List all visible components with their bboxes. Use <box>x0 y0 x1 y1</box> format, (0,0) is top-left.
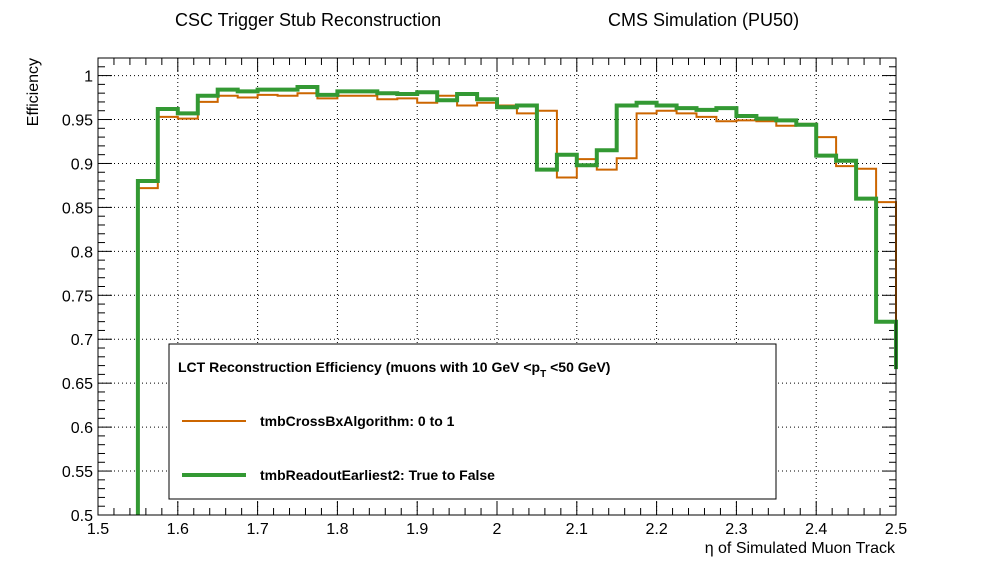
x-tick-label: 2.3 <box>725 521 747 538</box>
y-tick-label: 0.65 <box>62 376 93 393</box>
x-tick-label: 2.1 <box>566 521 588 538</box>
x-tick-label: 1.5 <box>87 521 109 538</box>
legend-header-subscript: T <box>540 369 546 380</box>
y-tick-label: 1 <box>84 69 93 86</box>
histogram-series <box>135 85 898 515</box>
x-tick-label: 2.2 <box>645 521 667 538</box>
y-tick-label: 0.7 <box>71 332 93 349</box>
legend-label-crossbx: tmbCrossBxAlgorithm: 0 to 1 <box>260 413 455 429</box>
x-axis-title: η of Simulated Muon Track <box>705 540 896 557</box>
plot-frame <box>97 57 897 516</box>
legend-header: LCT Reconstruction Efficiency (muons wit… <box>178 359 610 380</box>
y-tick-label: 0.8 <box>71 244 93 261</box>
legend-label-readout: tmbReadoutEarliest2: True to False <box>260 467 495 483</box>
x-tick-label: 1.9 <box>406 521 428 538</box>
chart-title-right: CMS Simulation (PU50) <box>608 10 799 30</box>
y-tick-label: 0.95 <box>62 113 93 130</box>
chart-title-left: CSC Trigger Stub Reconstruction <box>175 10 441 30</box>
y-tick-label: 0.9 <box>71 156 93 173</box>
x-tick-label: 1.8 <box>326 521 348 538</box>
legend-header-tail: <50 GeV) <box>546 359 610 375</box>
series-line-readout <box>135 85 898 515</box>
x-tick-label: 1.7 <box>246 521 268 538</box>
y-tick-label: 0.75 <box>62 288 93 305</box>
legend: LCT Reconstruction Efficiency (muons wit… <box>168 343 777 500</box>
y-axis-title: Efficiency <box>25 58 42 126</box>
y-tick-label: 0.6 <box>71 420 93 437</box>
legend-box <box>168 343 777 500</box>
x-tick-label: 2.5 <box>885 521 907 538</box>
series-line-crossbx <box>136 92 897 515</box>
y-tick-label: 0.55 <box>62 464 93 481</box>
x-tick-label: 2 <box>493 521 502 538</box>
y-tick-label: 0.5 <box>71 508 93 525</box>
x-tick-label: 2.4 <box>805 521 827 538</box>
y-tick-labels: 0.5 0.55 0.6 0.65 0.7 0.75 0.8 0.85 0.9 0.95 1 <box>62 69 93 525</box>
x-tick-labels: 1.5 1.6 1.7 1.8 1.9 2 2.1 2.2 2.3 2.4 2.5 <box>87 521 907 538</box>
y-tick-label: 0.85 <box>62 200 93 217</box>
x-tick-label: 1.6 <box>167 521 189 538</box>
legend-header-main: LCT Reconstruction Efficiency (muons wit… <box>178 359 540 375</box>
